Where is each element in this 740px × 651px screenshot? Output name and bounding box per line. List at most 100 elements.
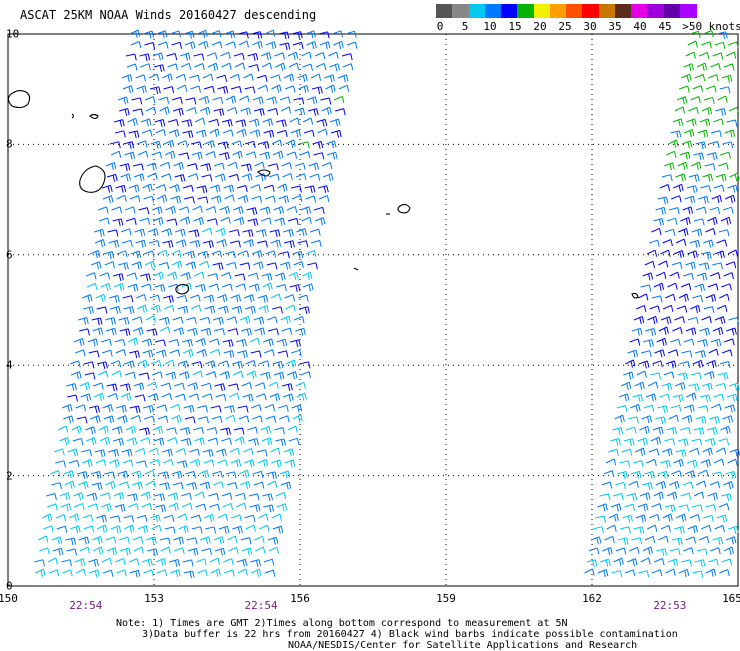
wind-barb bbox=[688, 106, 699, 115]
wind-barb bbox=[176, 295, 188, 303]
wind-barb bbox=[195, 503, 207, 511]
wind-barb bbox=[89, 405, 100, 414]
wind-barb bbox=[229, 240, 241, 248]
wind-barb bbox=[166, 53, 178, 61]
wind-barb bbox=[612, 427, 624, 435]
wind-barb bbox=[132, 316, 143, 324]
wind-barb bbox=[306, 96, 318, 105]
wind-barb bbox=[263, 558, 275, 566]
wind-barb bbox=[240, 480, 251, 490]
wind-barb bbox=[144, 42, 156, 50]
wind-barb bbox=[701, 316, 712, 324]
wind-barb bbox=[214, 173, 226, 182]
wind-barb bbox=[258, 304, 269, 314]
wind-barb bbox=[87, 338, 99, 347]
wind-barb bbox=[709, 481, 721, 489]
island-outline bbox=[175, 283, 189, 295]
wind-barb bbox=[267, 316, 278, 324]
wind-barb bbox=[298, 84, 309, 94]
wind-barb bbox=[624, 503, 635, 511]
wind-barb bbox=[686, 118, 697, 127]
wind-barb bbox=[205, 206, 217, 214]
colorbar-label: 45 bbox=[658, 20, 672, 33]
wind-barb bbox=[74, 337, 85, 347]
wind-barb bbox=[611, 570, 623, 578]
wind-barb bbox=[277, 350, 289, 358]
wind-barb bbox=[263, 338, 274, 347]
wind-barb bbox=[259, 206, 271, 215]
wind-barb bbox=[674, 526, 685, 534]
wind-barb bbox=[139, 217, 151, 225]
wind-barb bbox=[140, 491, 151, 500]
wind-barb bbox=[710, 130, 722, 138]
wind-barb bbox=[202, 73, 214, 81]
wind-barb bbox=[253, 481, 265, 489]
wind-barb bbox=[284, 85, 296, 93]
wind-barb bbox=[253, 261, 264, 270]
wind-barb bbox=[257, 459, 269, 468]
wind-barb bbox=[267, 163, 279, 171]
wind-barb bbox=[206, 427, 218, 435]
wind-barb bbox=[615, 547, 627, 555]
wind-barb bbox=[725, 471, 737, 479]
wind-barb bbox=[187, 547, 199, 556]
wind-barb bbox=[728, 106, 740, 114]
wind-barb bbox=[287, 51, 299, 60]
wind-barb bbox=[233, 52, 245, 60]
wind-barb bbox=[62, 569, 73, 577]
wind-barb bbox=[105, 480, 116, 490]
wind-barb bbox=[259, 151, 271, 160]
wind-barb bbox=[92, 536, 103, 545]
wind-barb bbox=[167, 492, 179, 501]
wind-barb bbox=[34, 559, 45, 567]
wind-barb bbox=[105, 161, 117, 171]
wind-barb bbox=[651, 295, 663, 303]
wind-barb bbox=[260, 217, 272, 225]
wind-barb bbox=[249, 129, 261, 138]
wind-barb bbox=[322, 173, 334, 182]
wind-barb bbox=[178, 525, 189, 534]
wind-barb bbox=[106, 327, 117, 336]
wind-barb bbox=[124, 524, 135, 533]
wind-barb bbox=[86, 282, 98, 290]
wind-barb bbox=[705, 293, 717, 303]
wind-barb bbox=[149, 294, 161, 302]
wind-barb bbox=[647, 381, 659, 389]
wind-barb bbox=[184, 41, 196, 50]
pass-time-label: 22:54 bbox=[244, 599, 278, 612]
wind-barb bbox=[133, 327, 144, 336]
wind-barb bbox=[199, 106, 211, 116]
wind-barb bbox=[246, 370, 257, 379]
wind-barb bbox=[722, 206, 734, 214]
wind-barb bbox=[201, 227, 213, 235]
wind-barb bbox=[264, 569, 276, 577]
wind-barb bbox=[192, 370, 203, 378]
wind-barb bbox=[263, 129, 275, 138]
wind-barb bbox=[334, 108, 346, 116]
wind-barb bbox=[255, 546, 266, 554]
wind-barb bbox=[667, 558, 679, 567]
wind-barb bbox=[146, 381, 158, 389]
wind-barb bbox=[268, 328, 279, 336]
wind-barb bbox=[102, 349, 113, 357]
wind-barb bbox=[714, 525, 725, 533]
wind-barb bbox=[165, 371, 177, 380]
wind-barb bbox=[52, 547, 64, 556]
wind-barb bbox=[310, 239, 322, 248]
wind-barb bbox=[121, 448, 133, 457]
wind-barb bbox=[635, 514, 647, 523]
wind-barb bbox=[301, 271, 313, 281]
wind-barb bbox=[205, 151, 216, 159]
wind-barb bbox=[200, 327, 212, 336]
wind-barb bbox=[713, 118, 724, 126]
wind-barb bbox=[211, 415, 223, 423]
wind-barb bbox=[669, 548, 681, 556]
wind-barb bbox=[218, 305, 229, 314]
wind-barb bbox=[302, 63, 313, 71]
wind-barb bbox=[223, 350, 235, 358]
wind-barb bbox=[232, 525, 243, 534]
wind-barb bbox=[640, 557, 651, 565]
wind-barb bbox=[174, 228, 186, 237]
wind-barb bbox=[266, 471, 277, 480]
wind-barb bbox=[195, 283, 206, 292]
